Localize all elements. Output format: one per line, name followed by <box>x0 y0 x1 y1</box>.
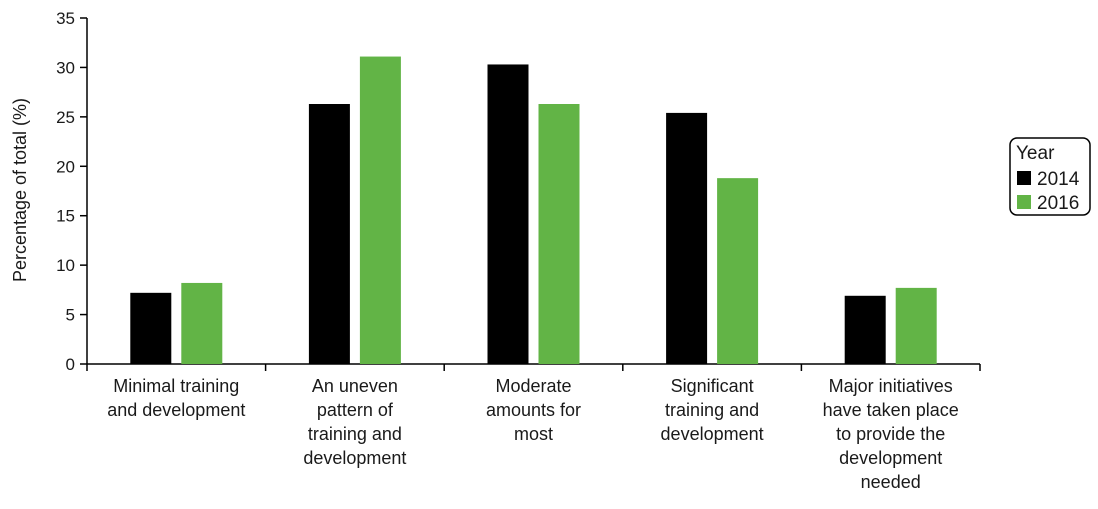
legend: Year 2014 2016 <box>1009 137 1091 216</box>
bar-2014-3 <box>666 112 708 364</box>
y-tick-label: 35 <box>56 9 75 28</box>
bar-2016-1 <box>359 56 401 364</box>
bar-2014-0 <box>130 292 172 364</box>
y-axis-title: Percentage of total (%) <box>10 98 30 282</box>
x-tick-label: An uneven pattern of training and developme… <box>303 376 406 468</box>
legend-swatch-2014 <box>1017 171 1031 185</box>
y-tick-label: 0 <box>66 355 75 374</box>
bar-2016-3 <box>717 178 759 364</box>
legend-label-2014: 2014 <box>1037 169 1080 190</box>
legend-title: Year <box>1016 143 1055 164</box>
bar-2014-4 <box>844 295 886 364</box>
y-tick-label: 20 <box>56 157 75 176</box>
y-tick-label: 5 <box>66 306 75 325</box>
bar-2016-0 <box>181 282 223 364</box>
y-tick-label: 30 <box>56 58 75 77</box>
y-tick-label: 10 <box>56 256 75 275</box>
bars <box>130 56 937 365</box>
y-axis: 0 5 10 15 20 25 30 35 <box>56 9 88 374</box>
x-tick-label: Minimal training and development <box>107 376 245 420</box>
legend-swatch-2016 <box>1017 195 1031 209</box>
bar-2016-4 <box>895 287 937 364</box>
x-tick-label: Moderate amounts for most <box>486 376 581 444</box>
y-tick-label: 15 <box>56 207 75 226</box>
x-axis: Minimal training and development An uneven… <box>86 363 981 492</box>
legend-label-2016: 2016 <box>1037 193 1079 214</box>
x-tick-label: Major initiatives have taken place to prov… <box>823 376 959 492</box>
bar-2014-2 <box>487 64 529 364</box>
bar-2016-2 <box>538 104 580 365</box>
bar-2014-1 <box>308 104 350 365</box>
y-tick-label: 25 <box>56 108 75 127</box>
x-tick-label: Significant training and development <box>661 376 764 444</box>
